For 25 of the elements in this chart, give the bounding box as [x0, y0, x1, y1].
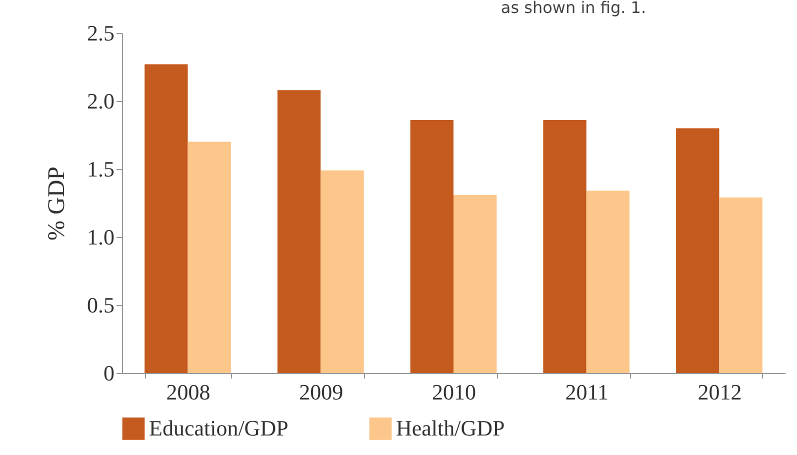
y-tick-label: 1.5 [87, 156, 114, 182]
legend-label: Health/GDP [396, 416, 505, 441]
legend-label: Education/GDP [149, 416, 288, 441]
y-axis-title: % GDP [44, 166, 70, 241]
y-tick-label: 0.5 [87, 292, 114, 318]
bar [277, 90, 321, 373]
y-tick-label: 2.0 [87, 88, 114, 114]
y-tick-label: 0 [104, 360, 114, 386]
bar [543, 120, 586, 373]
bar [144, 64, 188, 373]
bar [719, 198, 762, 373]
bar [454, 194, 497, 373]
bar [410, 120, 454, 373]
x-tick-label: 2012 [698, 380, 742, 404]
bar [676, 128, 720, 373]
text: as shown in fig. 1. [500, 0, 646, 17]
y-tick-label: 2.5 [87, 20, 114, 46]
x-tick-label: 2009 [299, 380, 344, 404]
x-tick-label: 2010 [432, 380, 476, 404]
x-tick-label: 2008 [166, 380, 210, 404]
bar [586, 190, 630, 373]
bar [188, 142, 231, 373]
y-tick-label: 1.0 [87, 224, 114, 250]
bar [320, 170, 364, 373]
x-tick-label: 2011 [565, 380, 608, 404]
